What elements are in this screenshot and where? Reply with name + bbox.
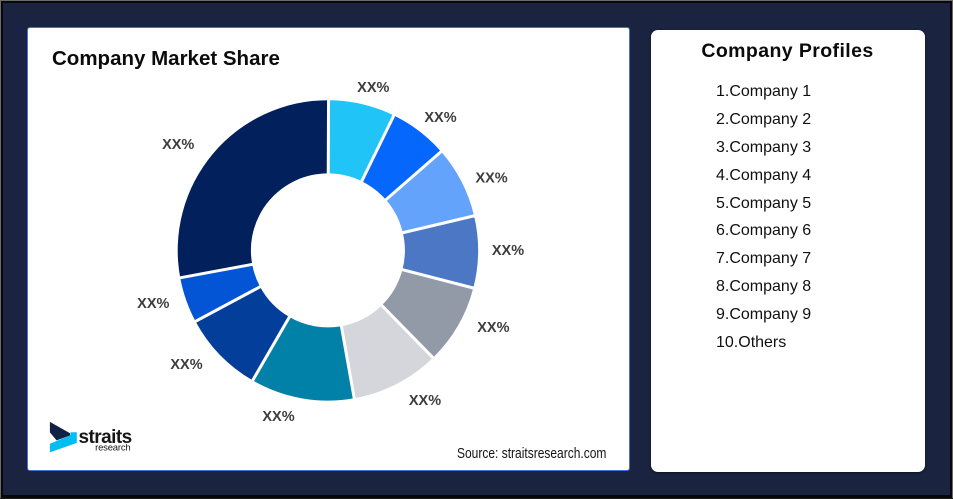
svg-text:XX%: XX% [162,137,194,153]
svg-text:XX%: XX% [357,80,389,96]
svg-text:XX%: XX% [477,320,509,336]
svg-text:XX%: XX% [492,243,524,259]
svg-text:XX%: XX% [475,171,507,187]
svg-text:XX%: XX% [409,393,441,409]
svg-text:XX%: XX% [424,110,456,126]
svg-text:XX%: XX% [262,409,294,425]
svg-text:XX%: XX% [170,357,202,373]
svg-text:straits: straits [79,427,132,448]
svg-text:XX%: XX% [137,296,169,312]
svg-text:research: research [95,443,130,454]
